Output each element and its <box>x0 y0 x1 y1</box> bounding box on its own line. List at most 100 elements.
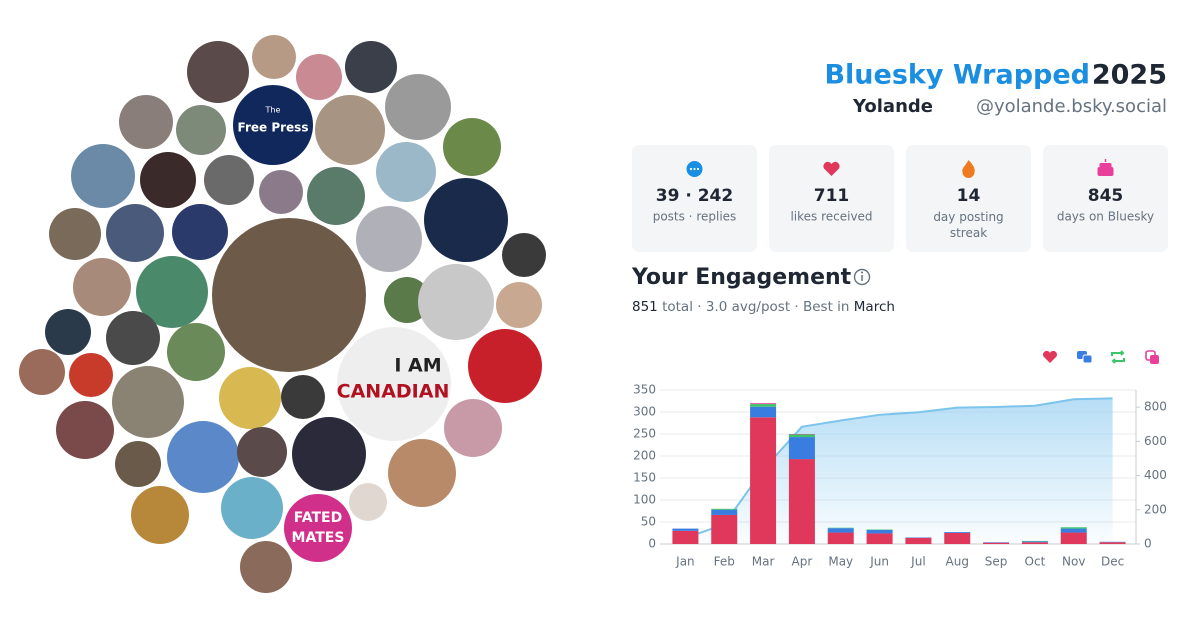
y-tick-label: 350 <box>633 383 656 397</box>
icon-dot <box>697 168 699 170</box>
avatar[interactable] <box>376 142 436 202</box>
y-tick-label: 50 <box>641 515 656 529</box>
y-tick-label: 250 <box>633 427 656 441</box>
avatar[interactable] <box>349 483 387 521</box>
avatar[interactable] <box>187 41 249 103</box>
avatar[interactable] <box>468 329 542 403</box>
bar-segment <box>711 510 737 515</box>
bar-segment <box>867 530 893 534</box>
avatar[interactable] <box>281 375 325 419</box>
avatar[interactable] <box>496 282 542 328</box>
bar-segment <box>828 533 854 544</box>
title-year: 2025 <box>1092 60 1167 91</box>
avatar[interactable] <box>176 105 226 155</box>
avatar[interactable] <box>112 366 184 438</box>
best-month: March <box>854 299 895 315</box>
avatar[interactable] <box>252 35 296 79</box>
avatar[interactable] <box>115 441 161 487</box>
avatar[interactable] <box>237 427 287 477</box>
bar-segment <box>789 434 815 437</box>
summary: total · 3.0 avg/post · Best in <box>662 299 849 315</box>
avatar[interactable] <box>131 486 189 544</box>
avatar[interactable] <box>385 74 451 140</box>
avatar[interactable] <box>19 349 65 395</box>
section-title: Your Engagement <box>631 265 852 290</box>
avatar[interactable] <box>167 421 239 493</box>
avatar[interactable] <box>69 353 113 397</box>
avatar[interactable] <box>221 477 283 539</box>
avatar[interactable] <box>356 206 422 272</box>
legend-item[interactable] <box>1043 351 1057 363</box>
bar-segment <box>672 529 698 531</box>
legend-item[interactable] <box>1077 351 1092 363</box>
bar-segment <box>672 531 698 544</box>
avatar[interactable] <box>307 167 365 225</box>
avatar[interactable] <box>292 417 366 491</box>
avatar[interactable] <box>49 208 101 260</box>
avatar[interactable] <box>204 155 254 205</box>
bar-segment <box>789 459 815 544</box>
avatar[interactable] <box>240 541 292 593</box>
legend-icon[interactable] <box>1112 351 1124 363</box>
avatar[interactable] <box>388 510 428 550</box>
x-tick-label: Feb <box>714 555 735 569</box>
y-tick-label: 300 <box>633 405 656 419</box>
legend-icon[interactable] <box>1043 351 1057 363</box>
avatar[interactable] <box>284 494 352 562</box>
avatar[interactable] <box>172 204 228 260</box>
avatar[interactable] <box>56 401 114 459</box>
stat-value: 845 <box>1088 186 1124 206</box>
avatar-text: The <box>265 106 281 115</box>
avatar[interactable] <box>45 309 91 355</box>
y-tick-label: 100 <box>633 493 656 507</box>
avatar[interactable] <box>140 152 196 208</box>
y-tick-label: 200 <box>633 449 656 463</box>
avatar[interactable] <box>502 233 546 277</box>
avatar-text: MATES <box>292 530 345 546</box>
legend-item[interactable] <box>1146 351 1159 364</box>
x-tick-label: Oct <box>1025 555 1046 569</box>
avatar[interactable] <box>315 95 385 165</box>
x-tick-label: Jun <box>869 555 889 569</box>
y2-tick-label: 600 <box>1144 434 1167 448</box>
avatar[interactable] <box>418 264 494 340</box>
avatar[interactable] <box>259 170 303 214</box>
avatar[interactable] <box>167 323 225 381</box>
title: Bluesky Wrapped <box>824 60 1090 91</box>
stat-value: 39 · 242 <box>656 186 733 206</box>
avatar[interactable] <box>106 311 160 365</box>
x-tick-label: Apr <box>792 555 813 569</box>
bar-segment <box>828 528 854 532</box>
y2-tick-label: 400 <box>1144 468 1167 482</box>
bar-segment <box>983 543 1009 544</box>
avatar[interactable] <box>212 218 366 372</box>
bar-segment <box>750 417 776 544</box>
stat-value: 14 <box>957 186 981 206</box>
y2-tick-label: 200 <box>1144 502 1167 516</box>
info-icon[interactable] <box>855 270 870 285</box>
avatar[interactable] <box>444 399 502 457</box>
legend-icon[interactable] <box>1083 355 1092 363</box>
legend-icon[interactable] <box>1150 355 1159 364</box>
stat-icon <box>687 161 703 177</box>
x-tick-label: May <box>828 555 853 569</box>
avatar[interactable] <box>71 144 135 208</box>
avatar[interactable] <box>443 118 501 176</box>
avatar[interactable] <box>73 258 131 316</box>
avatar[interactable] <box>106 204 164 262</box>
avatar[interactable] <box>119 95 173 149</box>
bar-segment <box>944 532 970 533</box>
avatar[interactable] <box>296 54 342 100</box>
bar-segment <box>711 509 737 510</box>
avatar[interactable] <box>388 439 456 507</box>
avatar[interactable] <box>345 41 397 93</box>
icon <box>1098 167 1114 176</box>
avatar[interactable] <box>219 367 281 429</box>
avatar[interactable] <box>424 178 508 262</box>
legend-item[interactable] <box>1112 351 1124 363</box>
x-tick-label: Jan <box>675 555 695 569</box>
y2-tick-label: 0 <box>1144 537 1152 551</box>
